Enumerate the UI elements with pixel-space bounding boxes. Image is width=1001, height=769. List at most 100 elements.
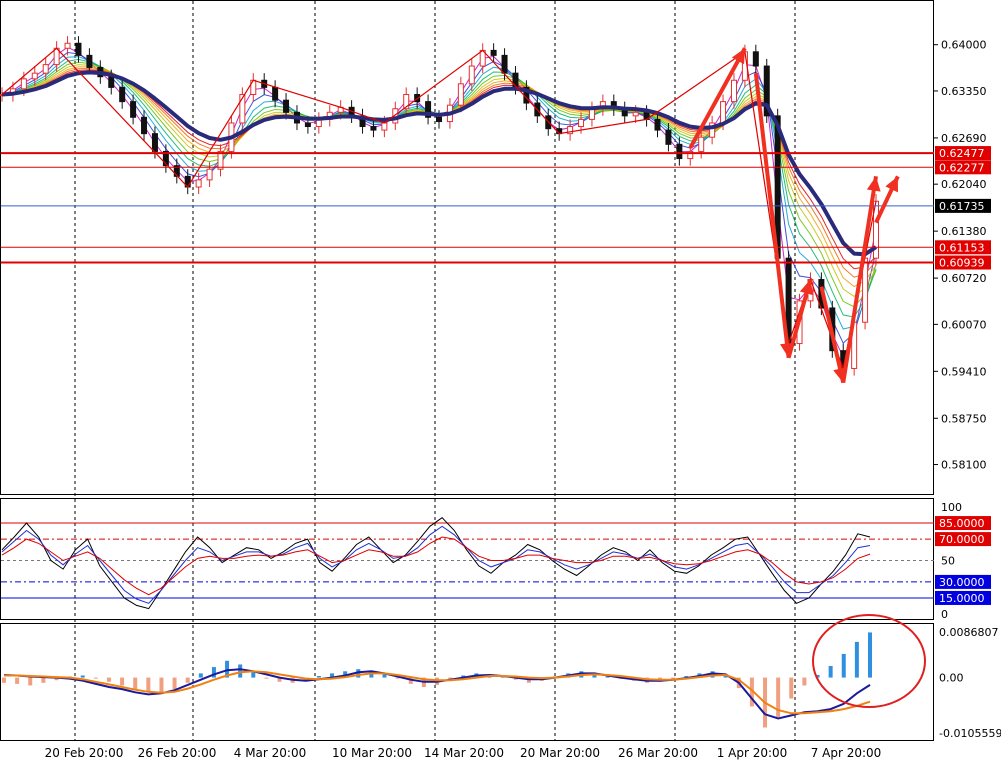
candle [217, 150, 224, 170]
candle [42, 64, 49, 74]
candle [206, 168, 213, 181]
candle [86, 54, 93, 68]
candle [567, 126, 574, 135]
macd-histogram-bar [749, 677, 754, 707]
arrow-head [731, 48, 745, 65]
macd-histogram-bar [710, 671, 715, 678]
candle [119, 86, 126, 103]
stochastic-level-label: 85.0000 [939, 517, 985, 530]
macd-histogram-bar [526, 677, 531, 683]
macd-tick-label: 0.0086807 [939, 626, 999, 639]
candle [31, 72, 38, 80]
candle [709, 122, 716, 138]
candle [20, 78, 27, 90]
candle [632, 111, 639, 117]
macd-histogram-bar [54, 677, 59, 681]
macd-histogram-bar [684, 676, 689, 678]
macd-histogram-bar [238, 664, 243, 678]
candle [130, 101, 137, 118]
macd-histogram-bar [198, 673, 203, 678]
candle [588, 108, 595, 120]
arrow-shaft [753, 72, 791, 359]
candle [381, 122, 388, 131]
macd-histogram-bar [277, 677, 282, 682]
level-tag-label: 0.60939 [939, 257, 985, 270]
candle [490, 49, 497, 56]
macd-histogram-bar [854, 641, 859, 678]
date-tick-label: 4 Mar 20:00 [234, 746, 307, 760]
candle [64, 42, 71, 49]
level-tag-label: 0.62277 [939, 161, 985, 174]
macd-line [4, 670, 871, 715]
date-tick-label: 14 Mar 20:00 [424, 746, 504, 760]
candle [304, 122, 311, 128]
arrow-head [799, 279, 814, 296]
candle [283, 99, 290, 113]
candle [730, 79, 737, 103]
candle [151, 133, 158, 152]
macd-histogram-bar [828, 666, 833, 678]
macd-panel[interactable] [0, 623, 934, 741]
price-tick-label: 0.64000 [941, 39, 987, 52]
candle [195, 179, 202, 188]
macd-histogram-bar [395, 677, 400, 679]
macd-histogram-bar [80, 675, 85, 678]
macd-histogram-bar [592, 673, 597, 678]
candle [763, 65, 770, 117]
macd-tick-label: 0.00 [939, 672, 964, 685]
price-tick-label: 0.58100 [941, 459, 987, 472]
level-tag [935, 146, 991, 161]
level-tag-label: 0.62477 [939, 147, 985, 160]
stochastic-line [1, 525, 871, 604]
macd-histogram-bar [211, 667, 216, 678]
macd-histogram-bar [185, 677, 190, 683]
macd-histogram-bar [133, 677, 138, 690]
date-tick-label: 7 Apr 20:00 [811, 746, 882, 760]
macd-histogram-bar [461, 675, 466, 678]
price-tick-label: 0.58750 [941, 412, 987, 425]
stochastic-panel[interactable] [0, 498, 934, 620]
candle [698, 136, 705, 152]
current-price-tag [935, 198, 991, 213]
stochastic-level-tag [935, 516, 991, 531]
level-tag [935, 160, 991, 175]
arrow-head [885, 176, 898, 193]
macd-axis: 0.0086807 0.00 -0.0105559 [939, 626, 1001, 740]
candle [578, 118, 585, 128]
candle [720, 101, 727, 124]
macd-histogram-bar [500, 676, 505, 678]
macd-histogram-bar [776, 677, 781, 717]
candle [141, 116, 148, 135]
price-tick-label: 0.62040 [941, 178, 987, 191]
macd-histogram-bar [815, 674, 820, 678]
candle [239, 94, 246, 124]
macd-histogram-bar [316, 676, 321, 678]
price-tick-label: 0.62690 [941, 132, 987, 145]
stochastic-tick-label: 100 [941, 501, 962, 514]
stochastic-tick-label: 50 [941, 555, 955, 568]
macd-histogram-bar [330, 673, 335, 678]
macd-histogram-bar [15, 677, 20, 684]
candle [75, 42, 82, 56]
candle [468, 65, 475, 85]
stochastic-level-label: 15.0000 [939, 592, 985, 605]
macd-histogram-bar [671, 677, 676, 680]
macd-histogram-bar [93, 677, 98, 679]
macd-histogram-bar [369, 671, 374, 678]
stochastic-level-tag [935, 574, 991, 589]
macd-histogram-bar [251, 672, 256, 678]
price-tick-label: 0.60720 [941, 272, 987, 285]
candle [272, 86, 279, 101]
macd-histogram-bar [343, 671, 348, 678]
macd-histogram-bar [106, 677, 111, 682]
stochastic-tick-label: 0 [941, 608, 948, 621]
macd-histogram-bar [841, 653, 846, 678]
candle [162, 150, 169, 167]
candle [676, 143, 683, 160]
stochastic-level-tag [935, 532, 991, 547]
macd-histogram-bar [356, 669, 361, 678]
date-tick-label: 1 Apr 20:00 [717, 746, 788, 760]
macd-histogram-bar [264, 677, 269, 679]
